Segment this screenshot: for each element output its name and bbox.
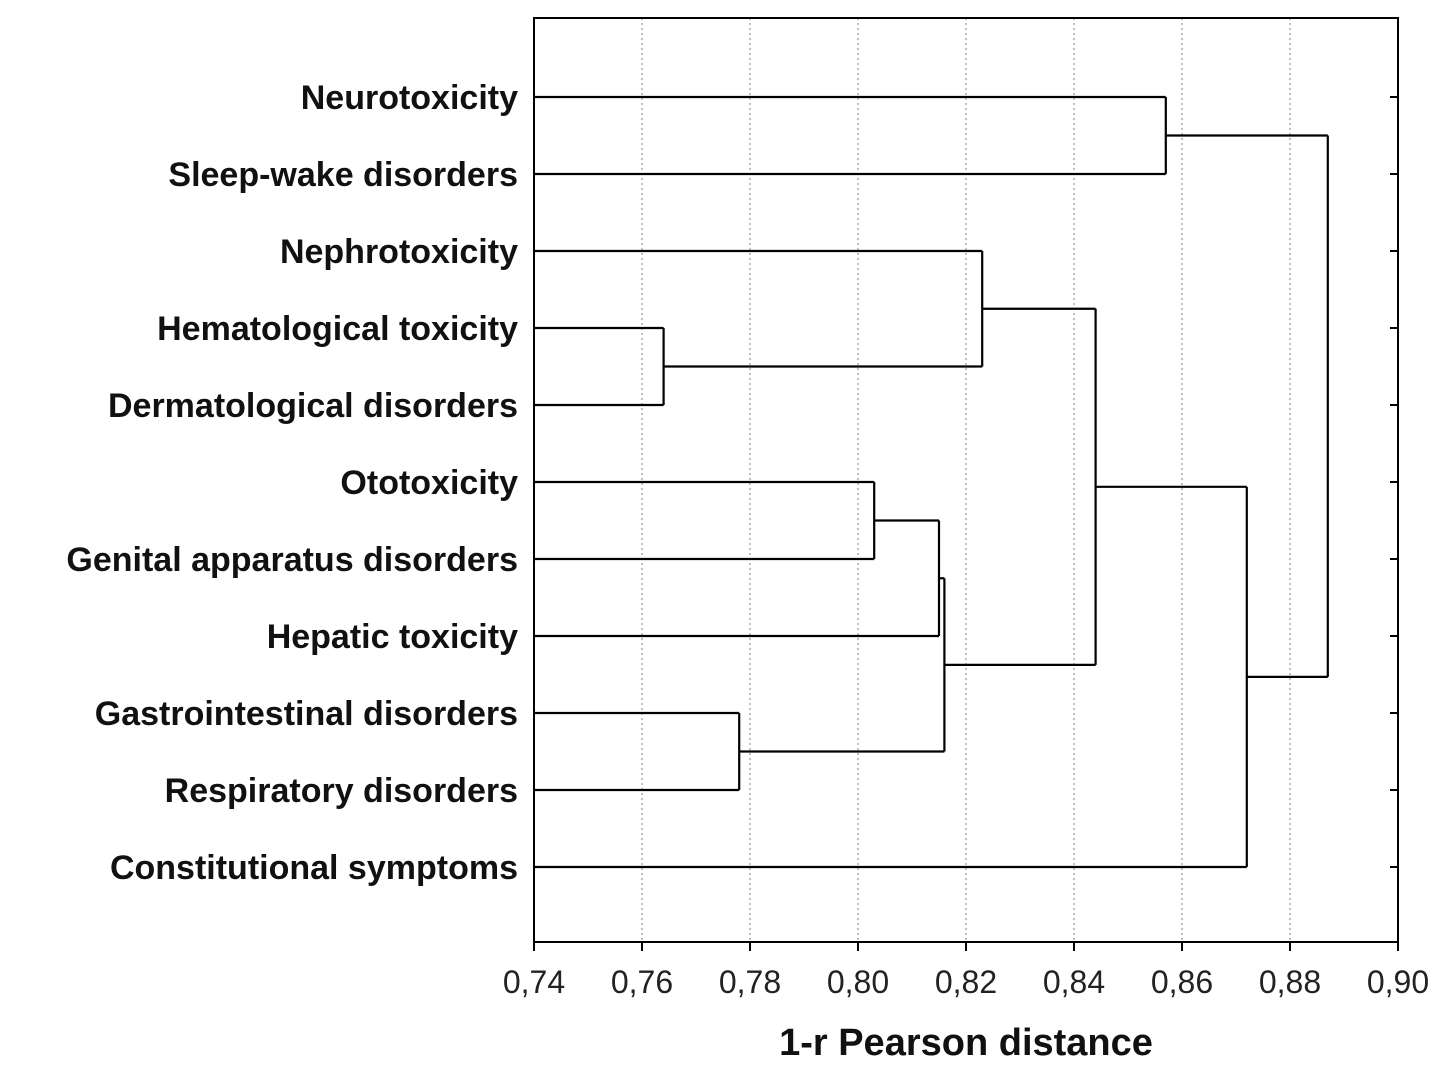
leaf-label: Neurotoxicity bbox=[301, 79, 518, 117]
leaf-label: Respiratory disorders bbox=[165, 772, 518, 810]
x-tick-label: 0,90 bbox=[1367, 964, 1429, 1000]
grid-lines bbox=[641, 18, 1291, 942]
x-tick-label: 0,82 bbox=[935, 964, 997, 1000]
leaf-ticks bbox=[1390, 96, 1398, 868]
leaf-label: Gastrointestinal disorders bbox=[95, 695, 518, 733]
leaf-label: Constitutional symptoms bbox=[110, 849, 518, 887]
leaf-label: Hematological toxicity bbox=[157, 310, 518, 348]
leaf-label: Dermatological disorders bbox=[108, 387, 518, 425]
x-tick-label: 0,84 bbox=[1043, 964, 1105, 1000]
leaf-label: Ototoxicity bbox=[340, 464, 518, 502]
x-axis-title: 1-r Pearson distance bbox=[779, 1022, 1153, 1064]
leaf-label: Genital apparatus disorders bbox=[66, 541, 518, 579]
x-axis-ticks: 0,74 0,76 0,78 0,80 0,82 0,84 0,86 0,88 0,90 bbox=[503, 942, 1429, 1000]
dendrogram-branches bbox=[534, 95, 1329, 869]
x-tick-label: 0,80 bbox=[827, 964, 889, 1000]
x-tick-label: 0,88 bbox=[1259, 964, 1321, 1000]
x-tick-label: 0,76 bbox=[611, 964, 673, 1000]
leaf-label: Nephrotoxicity bbox=[280, 233, 518, 271]
leaf-labels: Neurotoxicity Sleep-wake disorders Nephrot… bbox=[66, 79, 518, 887]
x-tick-label: 0,86 bbox=[1151, 964, 1213, 1000]
leaf-label: Sleep-wake disorders bbox=[168, 156, 518, 194]
leaf-label: Hepatic toxicity bbox=[267, 618, 518, 656]
x-tick-label: 0,78 bbox=[719, 964, 781, 1000]
x-tick-label: 0,74 bbox=[503, 964, 565, 1000]
